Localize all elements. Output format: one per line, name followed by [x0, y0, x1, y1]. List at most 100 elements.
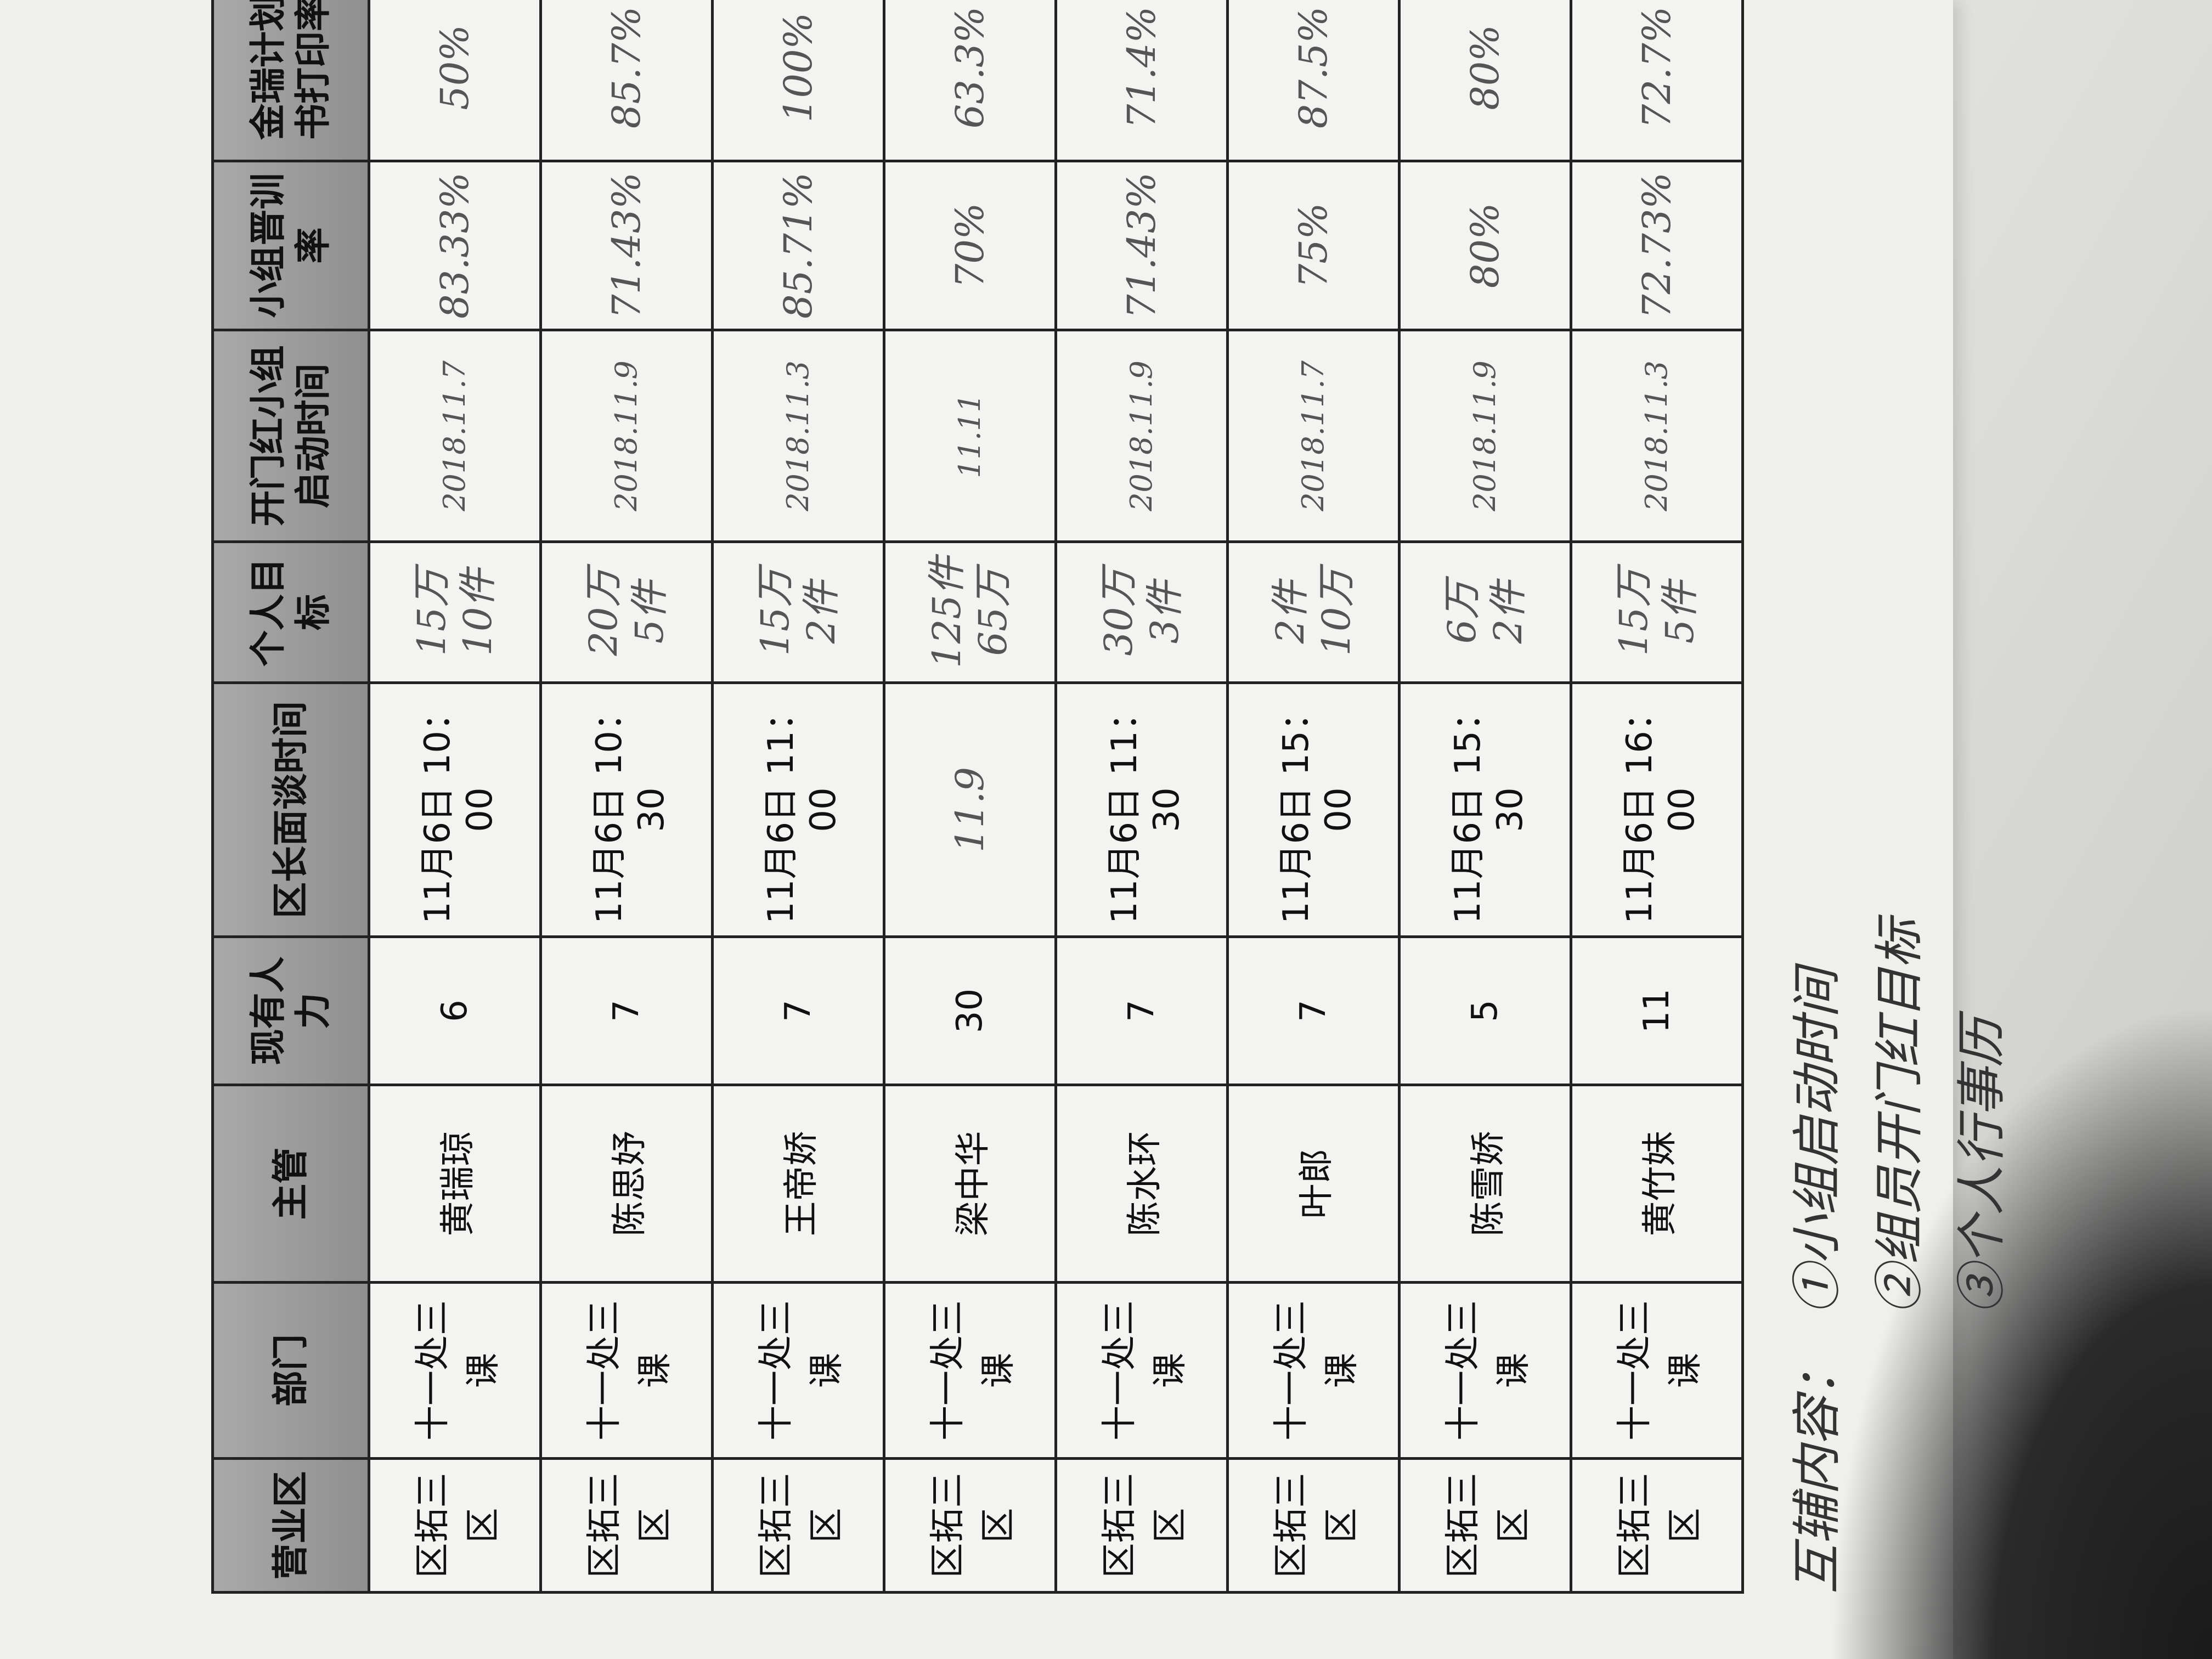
- table-cell: 5: [1399, 936, 1571, 1085]
- column-header: 小组晋训率: [212, 161, 369, 330]
- table-cell: 72.73%: [1571, 161, 1743, 330]
- training-rate: 71.43%: [1119, 172, 1164, 319]
- table-row: 区拓三区 十一处三课 黄瑞琼 6 11月6日 10：00 15万 10件 2018.11.7 8…: [369, 0, 541, 1593]
- table-cell: 50%: [369, 0, 541, 161]
- personal-target: 2件: [799, 580, 844, 644]
- table-cell: 85.7%: [540, 0, 713, 161]
- headcount-cell: 7: [1293, 1000, 1334, 1022]
- table-cell: 黄瑞琼: [369, 1085, 541, 1283]
- table-cell: 7: [540, 936, 713, 1085]
- table-cell: 区拓三区: [540, 1458, 713, 1593]
- table-cell: 2018.11.9: [540, 330, 713, 542]
- print-rate: 72.7%: [1634, 6, 1679, 129]
- table-cell: 75%: [1227, 161, 1400, 330]
- supervisor-cell: 陈水环: [1125, 1131, 1165, 1237]
- table-cell: 十一处三课: [712, 1282, 884, 1459]
- table-cell: 11.9: [884, 682, 1056, 937]
- personal-target: 30万: [1096, 568, 1141, 656]
- table-cell: 十一处三课: [1056, 1282, 1228, 1459]
- print-rate: 71.4%: [1119, 6, 1164, 129]
- table-cell: 100%: [712, 0, 884, 161]
- table-cell: 70%: [884, 161, 1056, 330]
- table-cell: 陈思妤: [540, 1085, 713, 1283]
- table-cell: 11月6日 15：00: [1227, 682, 1400, 937]
- headcount-cell: 6: [435, 1000, 475, 1022]
- table-row: 区拓三区 十一处三课 陈思妤 7 11月6日 10：30 20万 5件 2018.11.9 71…: [540, 0, 713, 1593]
- table-row: 区拓三区 十一处三课 陈雪娇 5 11月6日 15：30 6万 2件 2018.11.9 80%…: [1399, 0, 1571, 1593]
- schedule-table: 营业区 部门 主管 现有人力 区长面谈时间 个人目标 开门红小组启动时间 小组晋训率 金瑞计划书…: [211, 0, 1744, 1594]
- column-header: 金瑞计划书打印率: [212, 0, 369, 161]
- area-cell: 区拓三区: [413, 1472, 504, 1578]
- personal-target: 6万: [1440, 580, 1485, 644]
- table-cell: 区拓三区: [884, 1458, 1056, 1593]
- table-row: 区拓三区 十一处三课 黄竹妹 11 11月6日 16：00 15万 5件 2018.11.3 7…: [1571, 0, 1743, 1593]
- handwritten-notes: 互辅内容： ①小组启动时间 ②组员开门红目标 ③个人行事历: [1777, 0, 2013, 1594]
- table-cell: 叶郎: [1227, 1085, 1400, 1283]
- column-header: 个人目标: [212, 541, 369, 683]
- note-item: ②组员开门红目标: [1871, 919, 1928, 1314]
- table-cell: 71.43%: [1056, 161, 1228, 330]
- table-cell: 十一处三课: [540, 1282, 713, 1459]
- table-cell: 区拓三区: [1056, 1458, 1228, 1593]
- personal-target: 2件: [1268, 580, 1313, 644]
- table-cell: 陈雪娇: [1399, 1085, 1571, 1283]
- personal-target: 125件: [924, 556, 969, 668]
- dept-cell: 十一处三课: [584, 1300, 675, 1441]
- table-cell: 区拓三区: [369, 1458, 541, 1593]
- dept-cell: 十一处三课: [1271, 1300, 1362, 1441]
- table-cell: 11: [1571, 936, 1743, 1085]
- personal-target: 5件: [627, 580, 672, 644]
- table-cell: 83.33%: [369, 161, 541, 330]
- personal-target: 15万: [1611, 568, 1656, 656]
- column-header: 部门: [212, 1282, 369, 1459]
- table-cell: 梁中华: [884, 1085, 1056, 1283]
- table-cell: 11.11: [884, 330, 1056, 542]
- table-row: 区拓三区 十一处三课 梁中华 30 11.9 125件 65万 11.11 70% 63.3%: [884, 0, 1056, 1593]
- table-cell: 区拓三区: [1227, 1458, 1400, 1593]
- supervisor-cell: 陈思妤: [610, 1131, 650, 1237]
- notes-label: 互辅内容：: [1788, 1347, 1846, 1594]
- dept-cell: 十一处三课: [1443, 1300, 1534, 1441]
- personal-target: 65万: [970, 568, 1015, 656]
- table-cell: 15万 10件: [369, 541, 541, 683]
- column-header: 主管: [212, 1085, 369, 1283]
- table-cell: 11月6日 15：30: [1399, 682, 1571, 937]
- table-cell: 7: [712, 936, 884, 1085]
- personal-target: 3件: [1142, 580, 1187, 644]
- print-rate: 63.3%: [947, 6, 992, 129]
- print-rate: 85.7%: [604, 6, 649, 129]
- dept-cell: 十一处三课: [756, 1300, 847, 1441]
- dept-cell: 十一处三课: [928, 1300, 1019, 1441]
- table-cell: 十一处三课: [369, 1282, 541, 1459]
- table-cell: 87.5%: [1227, 0, 1400, 161]
- interview-time-cell: 11月6日 10：30: [589, 696, 672, 924]
- personal-target: 10件: [455, 568, 500, 656]
- table-cell: 71.4%: [1056, 0, 1228, 161]
- headcount-cell: 5: [1465, 1000, 1505, 1022]
- table-cell: 80%: [1399, 161, 1571, 330]
- training-rate: 72.73%: [1634, 172, 1679, 319]
- kickoff-date: 2018.11.7: [1295, 360, 1330, 511]
- supervisor-cell: 王帝娇: [781, 1131, 822, 1237]
- desk-background: [1828, 1001, 2212, 1659]
- print-rate: 100%: [776, 12, 821, 123]
- table-cell: 71.43%: [540, 161, 713, 330]
- training-rate: 71.43%: [604, 172, 649, 319]
- dept-cell: 十一处三课: [413, 1300, 504, 1441]
- training-rate: 80%: [1463, 202, 1508, 289]
- training-rate: 70%: [947, 202, 992, 289]
- table-cell: 11月6日 10：30: [540, 682, 713, 937]
- kickoff-date: 2018.11.3: [780, 360, 815, 511]
- column-header: 营业区: [212, 1458, 369, 1593]
- table-cell: 72.7%: [1571, 0, 1743, 161]
- table-cell: 十一处三课: [1399, 1282, 1571, 1459]
- table-cell: 区拓三区: [1571, 1458, 1743, 1593]
- column-header: 开门红小组启动时间: [212, 330, 369, 542]
- headcount-cell: 7: [1121, 1000, 1162, 1022]
- personal-target: 10万: [1314, 568, 1359, 656]
- table-row: 区拓三区 十一处三课 叶郎 7 11月6日 15：00 2件 10万 2018.11.7 75%…: [1227, 0, 1400, 1593]
- dept-cell: 十一处三课: [1615, 1300, 1706, 1441]
- table-cell: 黄竹妹: [1571, 1085, 1743, 1283]
- interview-time-cell: 11月6日 15：30: [1448, 696, 1531, 924]
- table-cell: 2018.11.9: [1399, 330, 1571, 542]
